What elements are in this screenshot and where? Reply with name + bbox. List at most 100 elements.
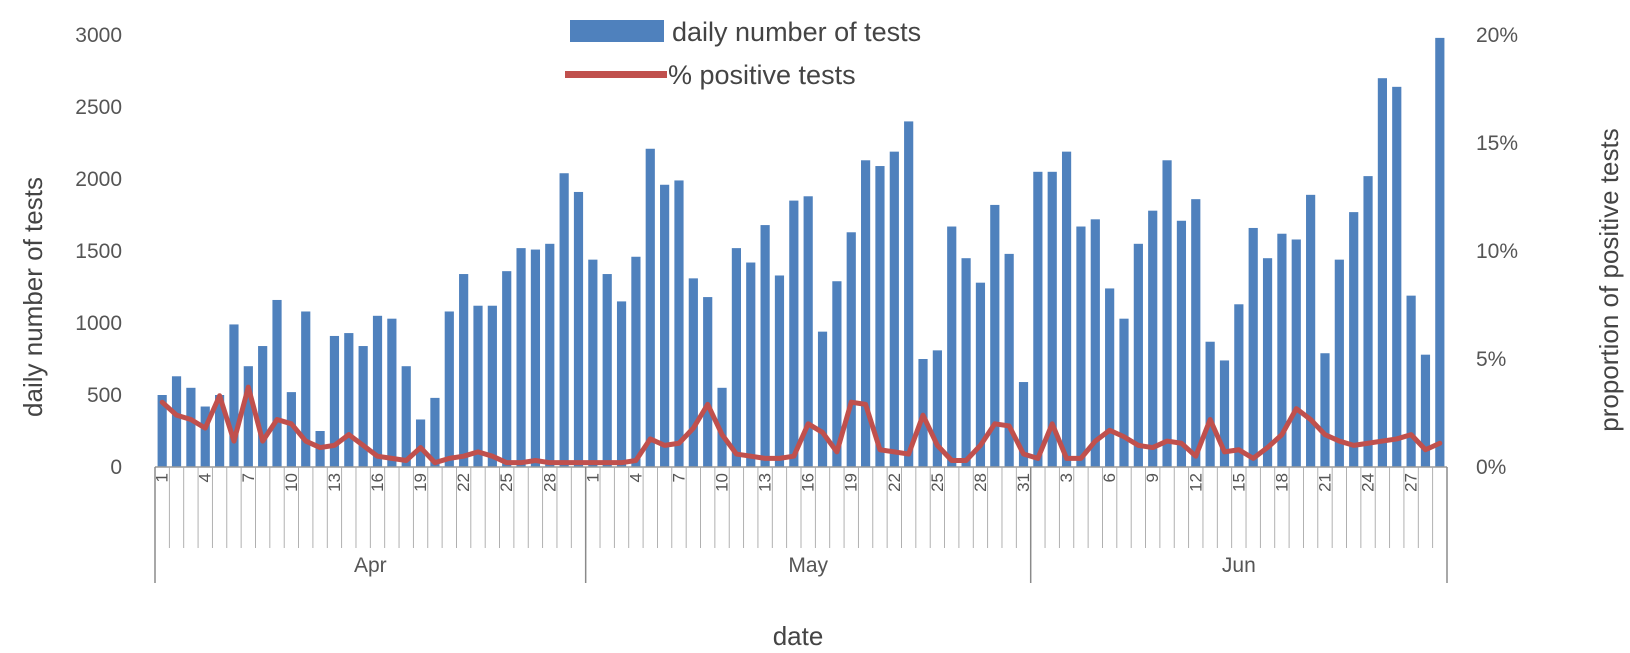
- bar: [430, 397, 440, 467]
- y2-tick-label: 0%: [1476, 456, 1506, 479]
- bar: [272, 299, 282, 467]
- bar: [631, 256, 641, 467]
- y-tick-label: 2500: [75, 96, 122, 119]
- x-tick-label: 12: [1186, 473, 1205, 492]
- y-tick-label: 500: [87, 384, 122, 407]
- x-tick-label: 16: [368, 473, 387, 492]
- bar: [975, 282, 986, 467]
- x-tick-label: 3: [1057, 473, 1076, 482]
- bar: [530, 249, 541, 467]
- x-tick-label: 19: [411, 473, 430, 492]
- x-tick-label: 18: [1272, 473, 1291, 492]
- y2-tick-label: 5%: [1476, 348, 1506, 371]
- x-tick-label: 22: [885, 473, 904, 492]
- bar: [1033, 171, 1043, 468]
- bar: [645, 148, 655, 467]
- bar: [1047, 171, 1057, 468]
- bar: [703, 297, 713, 467]
- bar: [516, 248, 526, 467]
- x-tick-label: 4: [626, 473, 645, 482]
- month-label: Jun: [1222, 554, 1256, 577]
- legend-bar-label: daily number of tests: [672, 17, 921, 47]
- bar: [1248, 227, 1258, 467]
- x-tick-label: 31: [1014, 473, 1033, 492]
- x-axis: 1 4 7 10 13 16 19 22 25 28 1 4 7 10 13 16 19 22 25 28 31 3 6 9 1…: [153, 466, 1448, 583]
- bar: [1176, 220, 1187, 467]
- y2-axis-title: proportion of positive tests: [1594, 128, 1624, 432]
- bar: [444, 311, 454, 467]
- y-tick-label: 2000: [75, 168, 122, 191]
- line-series: [159, 384, 1443, 466]
- x-tick-label: 7: [239, 473, 258, 482]
- bar: [1277, 233, 1287, 467]
- x-tick-label: 10: [713, 473, 732, 492]
- x-tick-label: 9: [1143, 473, 1162, 482]
- x-tick-label: 13: [756, 473, 775, 492]
- bar: [344, 333, 354, 467]
- bar: [372, 315, 383, 467]
- bar: [229, 324, 239, 467]
- bar: [774, 275, 785, 467]
- bar: [861, 160, 871, 467]
- bar: [415, 419, 426, 467]
- bar: [889, 151, 899, 467]
- bar: [817, 331, 828, 467]
- bar: [200, 406, 210, 467]
- x-tick-label: 16: [799, 473, 818, 492]
- bar: [789, 200, 799, 467]
- bar: [1306, 194, 1316, 467]
- bar: [1219, 360, 1230, 467]
- x-tick-label: 4: [196, 473, 215, 482]
- x-tick-label: 7: [669, 473, 688, 482]
- x-tick-label: 10: [282, 473, 301, 492]
- bar: [286, 392, 296, 467]
- bar: [1004, 253, 1014, 467]
- y-tick-label: 0: [110, 456, 122, 479]
- y2-tick-label: 15%: [1476, 132, 1518, 155]
- bar: [688, 278, 698, 467]
- bar: [1133, 243, 1143, 467]
- bar: [401, 366, 411, 467]
- bar: [674, 180, 684, 467]
- bar: [1262, 258, 1273, 467]
- bar: [502, 271, 512, 467]
- bar: [1349, 212, 1359, 467]
- bar: [717, 387, 727, 467]
- bar: [731, 248, 741, 467]
- bar: [602, 274, 612, 467]
- bar: [1090, 219, 1100, 467]
- x-tick-label: 19: [842, 473, 861, 492]
- bar: [904, 121, 914, 468]
- bar: [1148, 210, 1158, 467]
- legend-line-swatch: [565, 71, 667, 78]
- y2-axis-ticks: 0% 5% 10% 15% 20%: [1476, 24, 1518, 479]
- bar: [588, 259, 598, 467]
- y-tick-label: 3000: [75, 24, 122, 47]
- bar: [832, 281, 842, 467]
- x-tick-label: 13: [325, 473, 344, 492]
- bar: [186, 387, 196, 467]
- x-tick-label: 1: [153, 473, 172, 482]
- month-label: Apr: [354, 554, 387, 577]
- bar: [990, 204, 1000, 468]
- bar: [1191, 199, 1201, 467]
- bar: [746, 262, 756, 467]
- x-tick-label: 22: [454, 473, 473, 492]
- bar: [1162, 160, 1172, 467]
- bar: [1392, 86, 1402, 467]
- x-tick-label: 1: [583, 473, 602, 482]
- y2-tick-label: 20%: [1476, 24, 1518, 47]
- bar: [387, 318, 397, 467]
- bar: [215, 395, 225, 467]
- y-axis-ticks: 0 500 1000 1500 2000 2500 3000: [75, 24, 122, 479]
- y-tick-label: 1000: [75, 312, 122, 335]
- legend: daily number of tests % positive tests: [565, 17, 921, 90]
- legend-bar-swatch: [570, 20, 664, 42]
- x-tick-label: 6: [1100, 473, 1119, 482]
- x-tick-label: 21: [1315, 473, 1334, 492]
- x-tick-label: 28: [971, 473, 990, 492]
- bar: [1018, 382, 1029, 467]
- bar: [473, 305, 483, 467]
- bar: [1334, 259, 1344, 467]
